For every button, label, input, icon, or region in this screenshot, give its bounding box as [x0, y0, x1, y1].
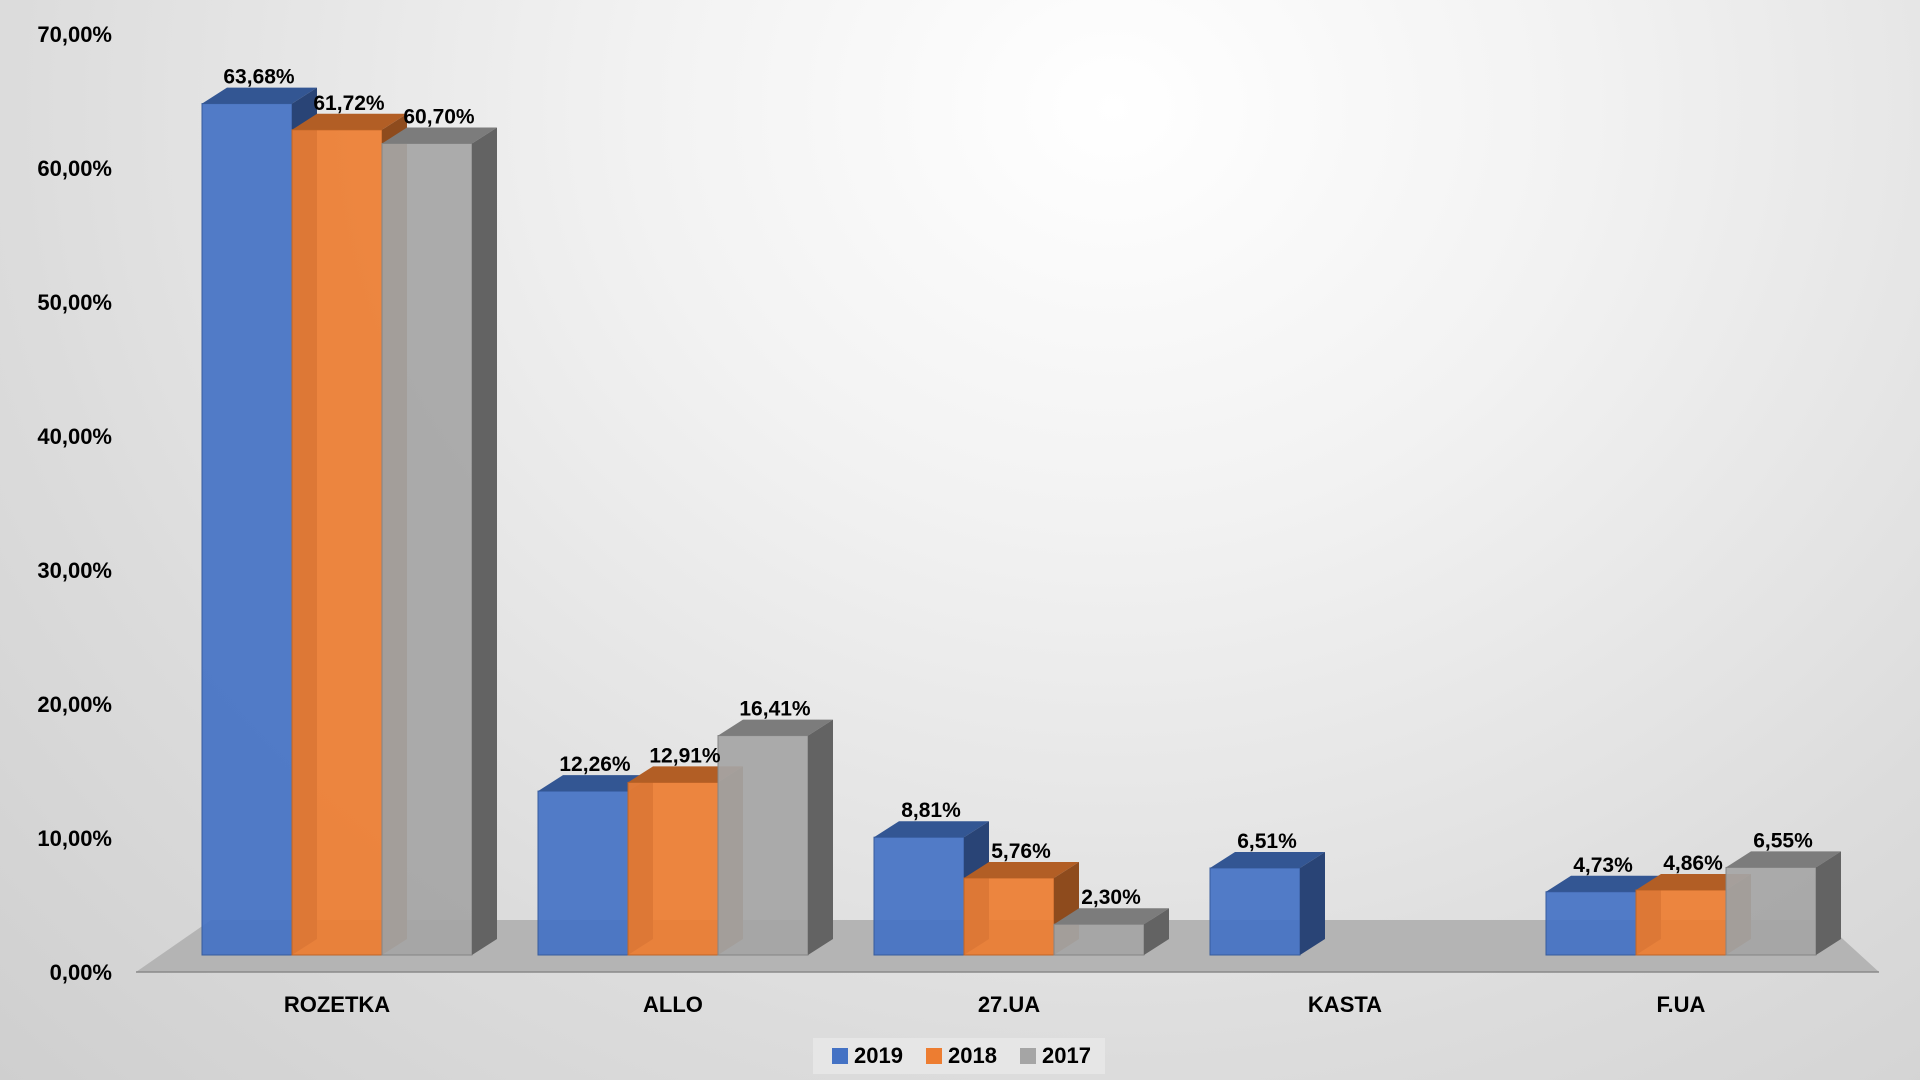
y-axis: 0,00% 10,00% 20,00% 30,00% 40,00% 50,00% 60,00…: [37, 22, 112, 985]
bars: [201, 87, 1841, 956]
bar-side: [1144, 908, 1169, 955]
y-tick-label: 10,00%: [37, 826, 112, 851]
bar-front: [291, 129, 383, 956]
data-label: 16,41%: [739, 698, 811, 721]
legend-item-2019: 2019: [832, 1043, 903, 1068]
bar-front: [963, 877, 1055, 956]
bar-front: [201, 103, 293, 956]
bar-top: [718, 719, 833, 736]
bar-side: [1816, 851, 1841, 955]
bar-top: [1636, 874, 1751, 891]
bar-rozetka-2017: [381, 127, 497, 956]
legend-item-2017: 2017: [1020, 1043, 1091, 1068]
x-tick-label: 27.UA: [978, 992, 1040, 1017]
bar-top: [964, 861, 1079, 878]
bar-allo-2017: [717, 719, 833, 956]
y-tick-label: 30,00%: [37, 558, 112, 583]
legend-label: 2017: [1042, 1043, 1091, 1068]
bar-top: [1210, 851, 1325, 868]
x-tick-label: KASTA: [1308, 992, 1382, 1017]
bar-top: [874, 821, 989, 838]
legend-box: [813, 1038, 1105, 1074]
legend-swatch: [1020, 1048, 1036, 1064]
x-tick-label: ALLO: [643, 992, 703, 1017]
bar-side: [1300, 851, 1325, 955]
bar-kasta-2019: [1209, 851, 1325, 956]
y-tick-label: 20,00%: [37, 692, 112, 717]
data-label: 8,81%: [901, 799, 961, 822]
data-label: 60,70%: [403, 105, 475, 128]
bar-top: [1726, 851, 1841, 868]
data-label: 63,68%: [223, 66, 295, 89]
y-tick-label: 40,00%: [37, 424, 112, 449]
x-tick-label: F.UA: [1657, 992, 1706, 1017]
legend-label: 2019: [854, 1043, 903, 1068]
bar-top: [202, 87, 317, 104]
data-label: 12,26%: [559, 753, 631, 776]
y-tick-label: 60,00%: [37, 156, 112, 181]
y-tick-label: 70,00%: [37, 22, 112, 47]
data-label: 12,91%: [649, 744, 721, 767]
legend-item-2018: 2018: [926, 1043, 997, 1068]
data-label: 6,55%: [1753, 829, 1813, 852]
bar-front: [717, 735, 809, 956]
bar-front: [1053, 923, 1145, 956]
bar-27ua-2018: [963, 861, 1079, 956]
bar-27ua-2017: [1053, 908, 1169, 956]
data-label: 5,76%: [991, 840, 1051, 863]
bar-top: [1054, 908, 1169, 925]
legend-swatch: [832, 1048, 848, 1064]
x-axis: ROZETKA ALLO 27.UA KASTA F.UA: [284, 992, 1706, 1017]
bar-front: [537, 790, 629, 956]
bar-front: [1635, 889, 1727, 956]
bar-front: [1725, 866, 1817, 956]
data-label: 2,30%: [1081, 886, 1141, 909]
y-tick-label: 50,00%: [37, 290, 112, 315]
legend-label: 2018: [948, 1043, 997, 1068]
data-label: 4,86%: [1663, 852, 1723, 875]
bar-top: [382, 127, 497, 144]
legend-swatch: [926, 1048, 942, 1064]
bar-front: [381, 142, 473, 956]
data-label: 61,72%: [313, 92, 385, 115]
bar-27ua-2019: [873, 821, 989, 956]
bar-top: [1546, 875, 1661, 892]
data-labels: 63,68% 61,72% 60,70% 12,26% 12,91% 16,41% 8,81…: [223, 66, 1813, 910]
bar-fua-2017: [1725, 851, 1841, 956]
bar-front: [1545, 891, 1637, 956]
bar-front: [1209, 867, 1301, 956]
data-label: 6,51%: [1237, 830, 1297, 853]
y-tick-label: 0,00%: [50, 960, 112, 985]
bar-top: [292, 113, 407, 130]
data-label: 4,73%: [1573, 854, 1633, 877]
legend: 2019 2018 2017: [813, 1038, 1105, 1074]
bar-side: [472, 127, 497, 956]
bar-top: [628, 766, 743, 783]
bar-front: [627, 781, 719, 956]
x-tick-label: ROZETKA: [284, 992, 390, 1017]
bar-front: [873, 836, 965, 956]
bar-top: [538, 775, 653, 792]
bar-side: [808, 719, 833, 955]
